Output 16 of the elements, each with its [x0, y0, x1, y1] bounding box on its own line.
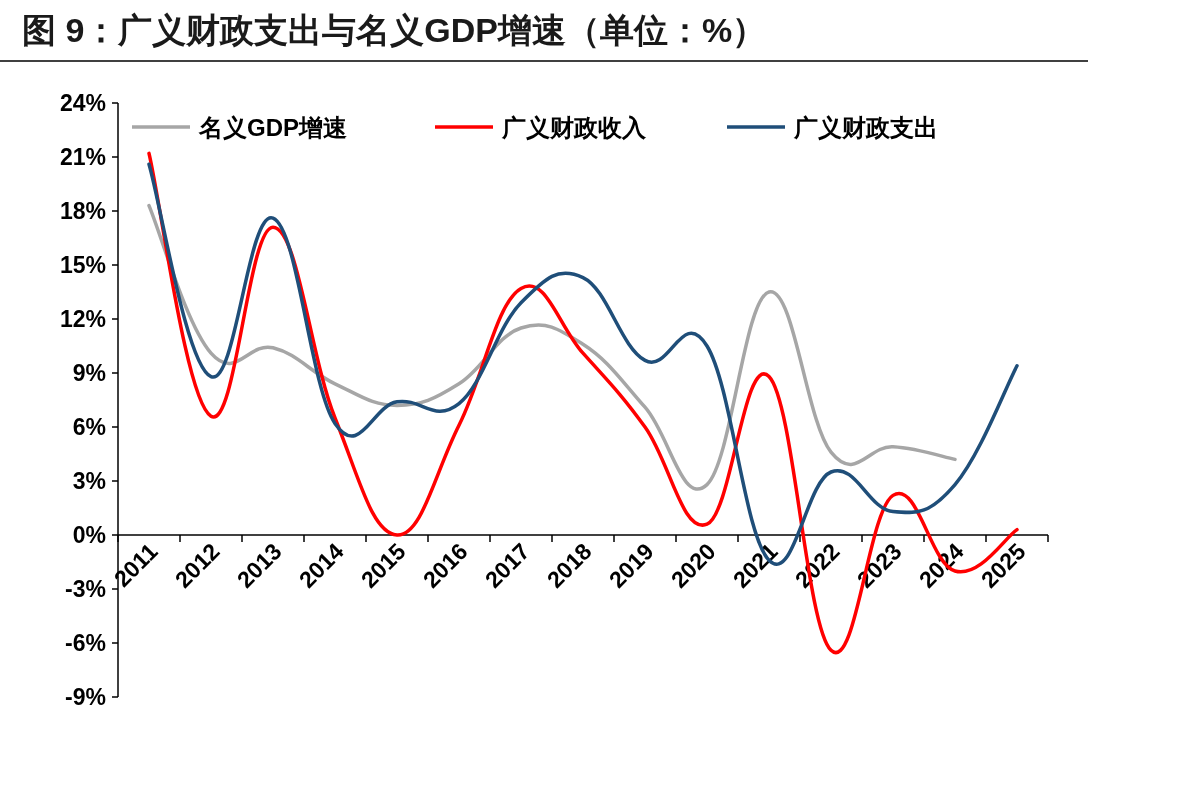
- y-tick-label: 6%: [72, 414, 106, 440]
- y-tick-label: 24%: [59, 90, 106, 116]
- y-tick-label: 0%: [72, 522, 106, 548]
- y-tick-label: 9%: [72, 360, 106, 386]
- legend-label: 广义财政支出: [793, 114, 938, 141]
- y-tick-label: 3%: [72, 468, 106, 494]
- y-tick-label: 12%: [59, 306, 106, 332]
- y-tick-label: -3%: [65, 576, 106, 602]
- y-tick-label: -6%: [65, 630, 106, 656]
- legend-label: 广义财政收入: [501, 114, 647, 141]
- y-tick-label: 21%: [59, 144, 106, 170]
- y-tick-label: 18%: [59, 198, 106, 224]
- y-tick-label: 15%: [59, 252, 106, 278]
- legend-label: 名义GDP增速: [198, 114, 348, 141]
- y-tick-label: -9%: [65, 684, 106, 710]
- chart-title: 图 9：广义财政支出与名义GDP增速（单位：%）: [22, 11, 767, 49]
